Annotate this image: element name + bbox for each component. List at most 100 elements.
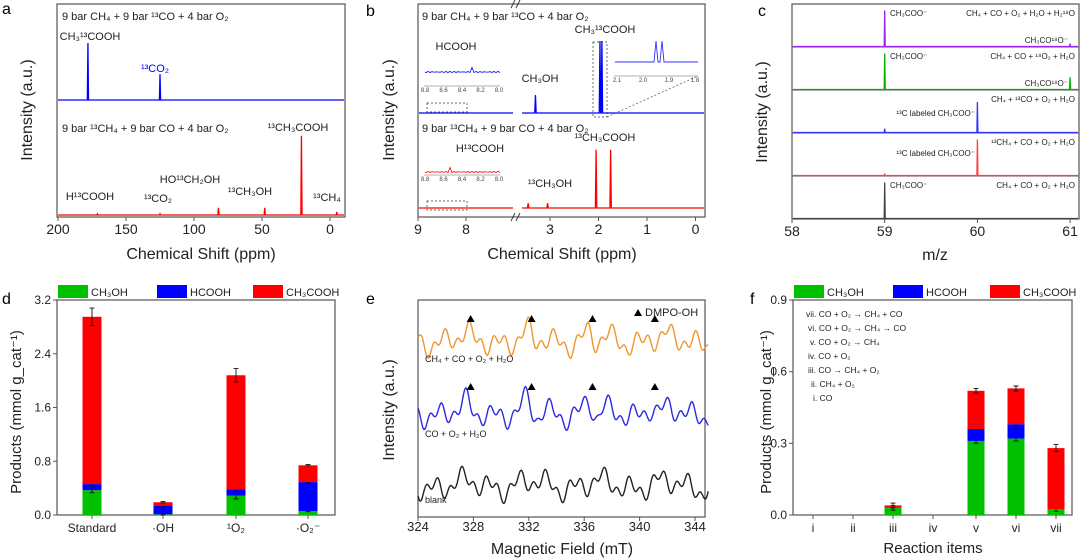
- spectrum-line-2: [58, 135, 344, 216]
- epr-trace-2: [417, 385, 709, 432]
- panel-e-epr-spectra: e CH₄ + CO + O₂ + H₂O CO + O₂ + H₂O blank DM…: [366, 291, 709, 558]
- category-label: ii: [850, 521, 855, 535]
- y-axis-title: Products (mmol g_cat⁻¹): [8, 330, 25, 494]
- legend-label: CH₃OH: [827, 287, 864, 299]
- x-tick-label: 3: [546, 221, 554, 237]
- legend-label: CH₃COOH: [286, 287, 339, 299]
- reaction-item-annotation: v. CO + O₂ → CH₄: [810, 337, 880, 347]
- bar-segment-CHOH: [967, 440, 985, 515]
- peak-label: H¹³COOH: [66, 191, 114, 203]
- x-tick-label: 336: [573, 519, 595, 534]
- peak-label: CH₃¹³COOH: [60, 31, 121, 43]
- peak-label: ¹³CH₄: [313, 192, 341, 204]
- bar-segment-CHCOOH: [153, 502, 173, 506]
- category-label: ·O₂⁻: [296, 521, 320, 535]
- error-bar: [973, 387, 979, 394]
- peak-label: ¹³CO₂: [141, 63, 169, 75]
- y-tick-label: 3.2: [34, 293, 51, 307]
- series-condition-label: 9 bar ¹³CH₄ + 9 bar CO + 4 bar O₂: [422, 123, 589, 135]
- axis-break-mark: [510, 0, 521, 222]
- legend-label: CH₃OH: [91, 287, 128, 299]
- panel-letter: a: [2, 1, 11, 18]
- peak-label: ¹³CO₂: [144, 193, 172, 205]
- trace-label: blank: [425, 495, 447, 505]
- trace-label: CH₄ + CO + O₂ + H₂O: [425, 354, 513, 364]
- x-axis-title: Chemical Shift (ppm): [126, 246, 275, 263]
- inset-trace: [424, 166, 501, 174]
- panel-a-nmr-13c: a 9 bar CH₄ + 9 bar ¹³CO + 4 bar O₂ 9 bar …: [2, 1, 346, 263]
- bar-segment-HCOOH: [153, 505, 173, 515]
- y-axis-title: Intensity (a.u.): [19, 59, 36, 160]
- x-tick-label: 200: [46, 221, 70, 237]
- series-condition-label: 9 bar CH₄ + 9 bar ¹³CO + 4 bar O₂: [422, 11, 589, 23]
- reaction-item-annotation: iv. CO + O₂: [808, 351, 851, 361]
- x-tick-label: 344: [684, 519, 706, 534]
- peak-label: ¹³CH₃OH: [228, 186, 272, 198]
- peak-label: CH₃¹³COOH: [575, 24, 636, 36]
- bar-segment-CHOH: [226, 495, 246, 515]
- y-tick-label: 1.6: [34, 401, 51, 415]
- peak-label: CH₃CO¹⁸O⁻: [1025, 36, 1068, 45]
- error-bar: [1013, 385, 1019, 392]
- bar-segment-HCOOH: [1007, 424, 1025, 439]
- bar-segment-CHOH: [1007, 438, 1025, 515]
- series-condition-label: 9 bar CH₄ + 9 bar ¹³CO + 4 bar O₂: [62, 11, 229, 23]
- dmpo-oh-marker-icon: [650, 383, 659, 390]
- series-condition-label: ¹³CH₄ + CO + O₂ + H₂O: [991, 138, 1075, 147]
- y-axis-title: Products (mmol g_cat⁻¹): [758, 330, 775, 494]
- error-bar: [233, 368, 239, 383]
- bar-segment-CHOH: [1047, 509, 1065, 515]
- mass-spectrum-line-4: [793, 139, 1078, 177]
- zoom-connector: [606, 75, 699, 118]
- series-condition-label: CH₄ + CO + O₂ + H₂O + H₂¹⁸O: [966, 9, 1075, 18]
- legend-label: CH₃COOH: [1023, 287, 1076, 299]
- panel-letter: b: [366, 3, 375, 20]
- epr-trace-1: [417, 316, 709, 360]
- x-axis-title: Reaction items: [883, 540, 982, 557]
- peak-label: ¹³CH₃COOH: [268, 122, 329, 134]
- bar-segment-CHCOOH: [298, 465, 318, 483]
- peak-label: ¹³C labeled CH₃COO⁻: [896, 149, 975, 158]
- dmpo-oh-marker-icon: [527, 315, 536, 322]
- y-tick-label: 0.3: [770, 436, 787, 450]
- panel-d-scavenger-bar-chart: d 0.0 0.8 1.6 2.4 3.2 Standard ·OH ¹O₂ ·O₂⁻ CH₃OH H…: [2, 285, 339, 535]
- inset-tick-label: 8.2: [476, 177, 485, 183]
- peak-label: CH₃CO¹⁸O⁻: [1025, 79, 1068, 88]
- trace-label: CO + O₂ + H₂O: [425, 429, 487, 439]
- dmpo-oh-marker-icon: [588, 383, 597, 390]
- inset-tick-label: 8.6: [439, 177, 448, 183]
- x-tick-label: 60: [970, 223, 986, 239]
- peak-label: HCOOH: [436, 41, 477, 53]
- y-tick-label: 0.9: [770, 293, 787, 307]
- reaction-item-annotation: i. CO: [813, 393, 833, 403]
- inset-tick-label: 2.1: [613, 78, 622, 84]
- error-bar: [160, 501, 166, 504]
- x-tick-label: 0: [692, 221, 700, 237]
- x-tick-label: 328: [463, 519, 485, 534]
- y-tick-label: 2.4: [34, 347, 51, 361]
- x-tick-label: 59: [877, 223, 893, 239]
- reaction-item-annotation: ii. CH₄ + O₂: [811, 379, 855, 389]
- legend-swatch: [990, 285, 1020, 298]
- inset-tick-label: 1.8: [691, 78, 700, 84]
- y-axis-title: Intensity (a.u.): [381, 359, 398, 460]
- dmpo-oh-marker-icon: [634, 309, 642, 316]
- inset-tick-label: 8.0: [495, 88, 504, 94]
- legend-label: HCOOH: [926, 287, 967, 299]
- plot-frame: [56, 3, 346, 218]
- category-label: ¹O₂: [227, 521, 245, 535]
- legend-swatch: [893, 285, 923, 298]
- reaction-item-annotation: iii. CO → CH₄ + O₂: [808, 365, 880, 375]
- zoom-region-box: [426, 200, 468, 211]
- dmpo-oh-marker-icon: [466, 383, 475, 390]
- dmpo-oh-marker-icon: [466, 315, 475, 322]
- category-label: vii: [1050, 521, 1061, 535]
- x-tick-label: 324: [407, 519, 429, 534]
- inset-tick-label: 1.9: [665, 78, 674, 84]
- zoom-region-box: [426, 102, 468, 113]
- epr-trace-3: [417, 465, 709, 505]
- inset-tick-label: 2.0: [639, 78, 648, 84]
- y-tick-label: 0.6: [770, 365, 787, 379]
